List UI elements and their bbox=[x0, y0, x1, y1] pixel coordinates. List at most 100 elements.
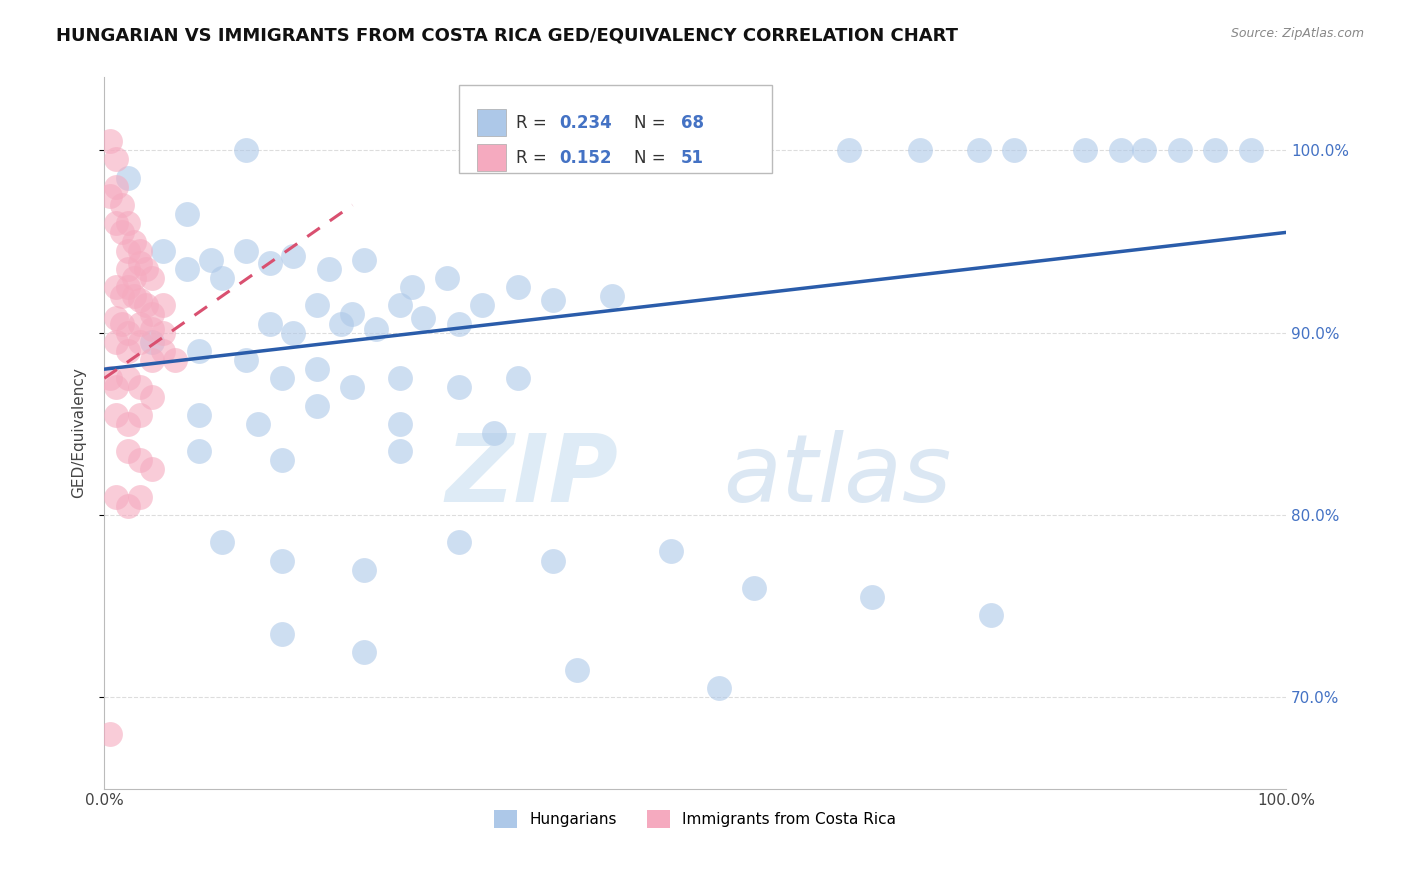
Point bbox=[353, 252, 375, 267]
Point bbox=[176, 207, 198, 221]
Point bbox=[707, 144, 730, 158]
Point bbox=[447, 317, 470, 331]
Point bbox=[111, 317, 134, 331]
Point bbox=[128, 408, 150, 422]
Point bbox=[283, 249, 305, 263]
Point bbox=[117, 170, 139, 185]
Point bbox=[342, 380, 364, 394]
Point bbox=[187, 343, 209, 358]
Point bbox=[211, 271, 233, 285]
Point bbox=[128, 293, 150, 307]
Point bbox=[860, 590, 883, 604]
Text: HUNGARIAN VS IMMIGRANTS FROM COSTA RICA GED/EQUIVALENCY CORRELATION CHART: HUNGARIAN VS IMMIGRANTS FROM COSTA RICA … bbox=[56, 27, 959, 45]
Point bbox=[141, 353, 163, 368]
Point bbox=[401, 280, 423, 294]
Point bbox=[980, 608, 1002, 623]
Point bbox=[187, 444, 209, 458]
Point bbox=[305, 298, 328, 312]
Point bbox=[908, 144, 931, 158]
Point bbox=[565, 663, 588, 677]
Point bbox=[141, 390, 163, 404]
Point bbox=[128, 317, 150, 331]
Point bbox=[111, 198, 134, 212]
Point bbox=[117, 343, 139, 358]
Point bbox=[128, 244, 150, 258]
Point bbox=[165, 353, 187, 368]
Text: ZIP: ZIP bbox=[446, 430, 619, 522]
Point bbox=[141, 462, 163, 476]
Point bbox=[105, 179, 128, 194]
Point bbox=[128, 380, 150, 394]
Text: atlas: atlas bbox=[723, 430, 950, 521]
Point bbox=[105, 216, 128, 230]
Point bbox=[342, 308, 364, 322]
Point bbox=[305, 362, 328, 376]
Point bbox=[211, 535, 233, 549]
Point bbox=[471, 298, 494, 312]
Point bbox=[235, 244, 257, 258]
Point bbox=[122, 271, 145, 285]
Point bbox=[447, 535, 470, 549]
Point bbox=[105, 408, 128, 422]
Point bbox=[105, 380, 128, 394]
Text: Source: ZipAtlas.com: Source: ZipAtlas.com bbox=[1230, 27, 1364, 40]
Point bbox=[506, 280, 529, 294]
Point bbox=[98, 727, 121, 741]
Point bbox=[105, 280, 128, 294]
Point bbox=[135, 298, 157, 312]
Text: 51: 51 bbox=[681, 149, 704, 167]
Point bbox=[117, 371, 139, 385]
Point bbox=[122, 289, 145, 303]
Point bbox=[329, 317, 352, 331]
Point bbox=[105, 311, 128, 326]
Point bbox=[117, 417, 139, 431]
Point bbox=[388, 444, 411, 458]
Point bbox=[838, 144, 860, 158]
Point bbox=[98, 189, 121, 203]
Point bbox=[967, 144, 990, 158]
Point bbox=[117, 280, 139, 294]
Point bbox=[1168, 144, 1191, 158]
Text: 0.234: 0.234 bbox=[560, 114, 612, 132]
Point bbox=[152, 244, 174, 258]
Point bbox=[105, 153, 128, 167]
Point bbox=[388, 298, 411, 312]
Text: N =: N = bbox=[634, 149, 671, 167]
Point bbox=[117, 261, 139, 276]
Point bbox=[152, 298, 174, 312]
Point bbox=[105, 490, 128, 504]
Text: R =: R = bbox=[516, 114, 551, 132]
Point bbox=[436, 271, 458, 285]
Point bbox=[98, 134, 121, 148]
Point bbox=[447, 380, 470, 394]
Point bbox=[98, 371, 121, 385]
Point bbox=[484, 425, 506, 440]
Point bbox=[1002, 144, 1025, 158]
Point bbox=[364, 322, 387, 336]
Point bbox=[105, 334, 128, 349]
Point bbox=[141, 322, 163, 336]
Point bbox=[353, 563, 375, 577]
Point bbox=[1133, 144, 1156, 158]
Legend: Hungarians, Immigrants from Costa Rica: Hungarians, Immigrants from Costa Rica bbox=[488, 805, 903, 834]
Text: N =: N = bbox=[634, 114, 671, 132]
Point bbox=[176, 261, 198, 276]
Point bbox=[117, 444, 139, 458]
Point bbox=[270, 626, 292, 640]
Point bbox=[742, 581, 765, 595]
Point bbox=[117, 326, 139, 340]
Point bbox=[661, 544, 683, 558]
Text: 0.152: 0.152 bbox=[560, 149, 612, 167]
Point bbox=[1109, 144, 1132, 158]
Point bbox=[270, 553, 292, 567]
Point bbox=[1204, 144, 1226, 158]
Point bbox=[246, 417, 269, 431]
Point bbox=[270, 371, 292, 385]
FancyBboxPatch shape bbox=[458, 85, 772, 173]
Point bbox=[460, 144, 482, 158]
Bar bbox=[477, 145, 506, 171]
Point bbox=[1239, 144, 1261, 158]
Point bbox=[318, 261, 340, 276]
Point bbox=[135, 261, 157, 276]
Point bbox=[128, 453, 150, 467]
